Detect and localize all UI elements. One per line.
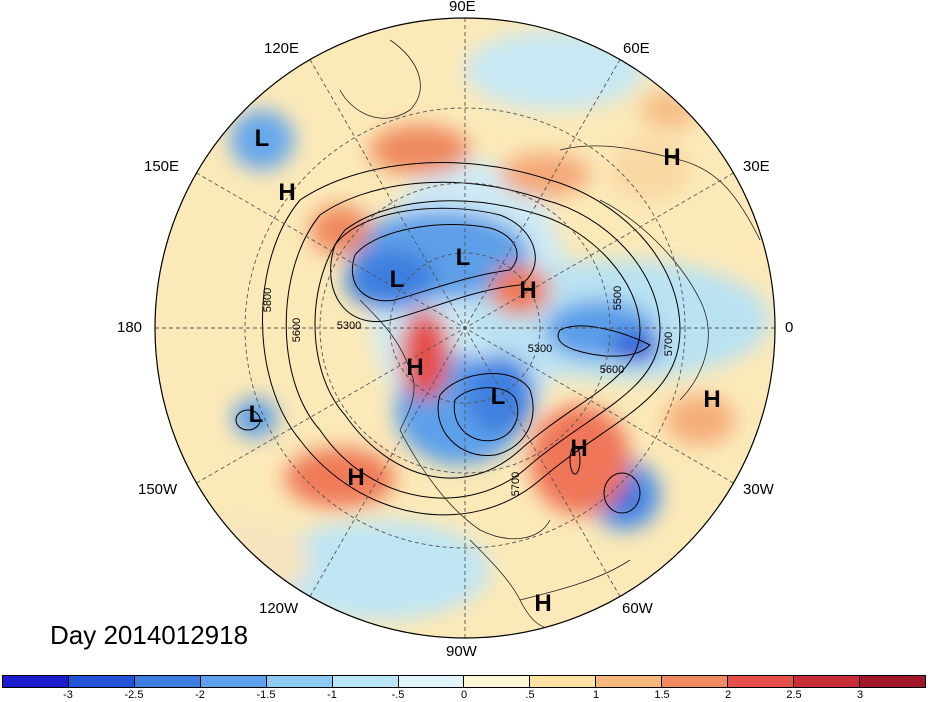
anomaly-field [155,18,775,638]
date-title: Day 2014012918 [50,620,249,650]
colorbar-tick-label: -1.5 [256,689,276,701]
colorbar-swatch [332,676,399,687]
contour-label: 5600 [291,317,303,343]
colorbar-tick-label: -.5 [391,689,405,701]
pressure-center: L [455,244,471,271]
colorbar-swatch [3,676,69,687]
contour-label: 5600 [599,364,625,376]
colorbar-swatch [134,676,201,687]
contour-label: 5700 [510,471,522,497]
colorbar-tick-label: 2 [724,689,732,701]
pressure-center: H [347,464,365,491]
colorbar-tick-label: -2 [195,689,205,701]
pressure-center: H [406,354,424,381]
colorbar-tick-label: 0 [460,689,468,701]
contour-label: 5300 [336,320,362,332]
colorbar-tick-label: 2.5 [786,689,802,701]
colorbar-tick-label: -1 [327,689,337,701]
pressure-center: L [490,383,506,410]
colorbar [2,675,926,688]
colorbar-swatch [266,676,333,687]
contour-label: 5800 [262,287,274,313]
map-boundary [154,17,776,639]
colorbar-swatch [596,676,663,687]
lon-label-150w: 150W [138,481,178,498]
lon-label-180: 180 [117,319,143,336]
contour-label: 5700 [663,331,675,357]
pressure-center: H [570,435,588,462]
lon-label-150e: 150E [144,158,180,175]
colorbar-swatch [794,676,860,687]
lon-label-60w: 60W [622,600,653,617]
pressure-center: H [519,277,537,304]
contour-label: 5300 [527,343,553,355]
colorbar-swatch [464,676,531,687]
colorbar-swatch [200,676,267,687]
pressure-center: L [248,401,264,428]
pressure-center: H [663,144,681,171]
pressure-center: L [389,266,405,293]
colorbar-swatch [398,676,465,687]
lon-label-120w: 120W [259,600,299,617]
colorbar-tick-label: -3 [63,689,73,701]
colorbar-swatch [859,676,925,687]
pressure-center: H [534,590,552,617]
lon-label-0: 0 [785,319,794,336]
lon-label-90e: 90E [449,0,476,15]
colorbar-tick-label: .5 [525,689,535,701]
colorbar-tick-label: 3 [856,689,864,701]
contour-label: 5500 [612,285,624,311]
lon-label-60e: 60E [623,40,650,57]
lon-label-90w: 90W [446,643,477,660]
coastlines [339,39,761,631]
pressure-center: H [703,386,721,413]
colorbar-swatch [662,676,729,687]
lon-label-30w: 30W [743,481,774,498]
colorbar-tick-label: -2.5 [124,689,144,701]
pressure-center: H [278,179,296,206]
colorbar-swatch [68,676,135,687]
graticule [155,18,775,638]
pressure-center: L [254,125,270,152]
lon-label-30e: 30E [743,158,770,175]
colorbar-swatch [728,676,795,687]
colorbar-tick-label: 1 [592,689,600,701]
colorbar-tick-label: 1.5 [654,689,670,701]
lon-label-120e: 120E [264,40,300,57]
colorbar-swatch [530,676,597,687]
